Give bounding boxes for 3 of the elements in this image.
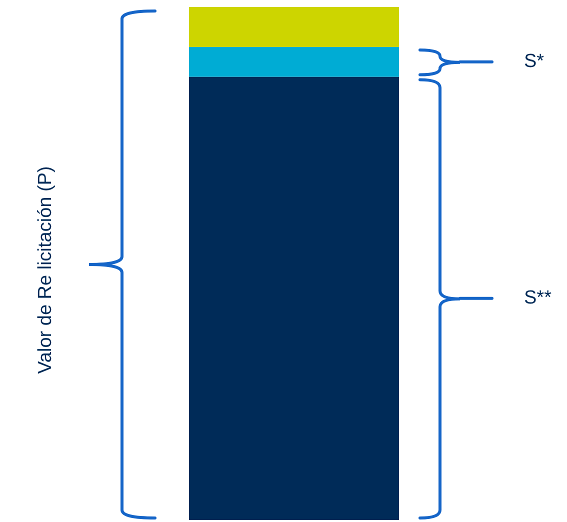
text: Valor de Re licitación (P) [35, 166, 56, 374]
text: S* [524, 50, 545, 72]
text: S** [524, 287, 552, 308]
